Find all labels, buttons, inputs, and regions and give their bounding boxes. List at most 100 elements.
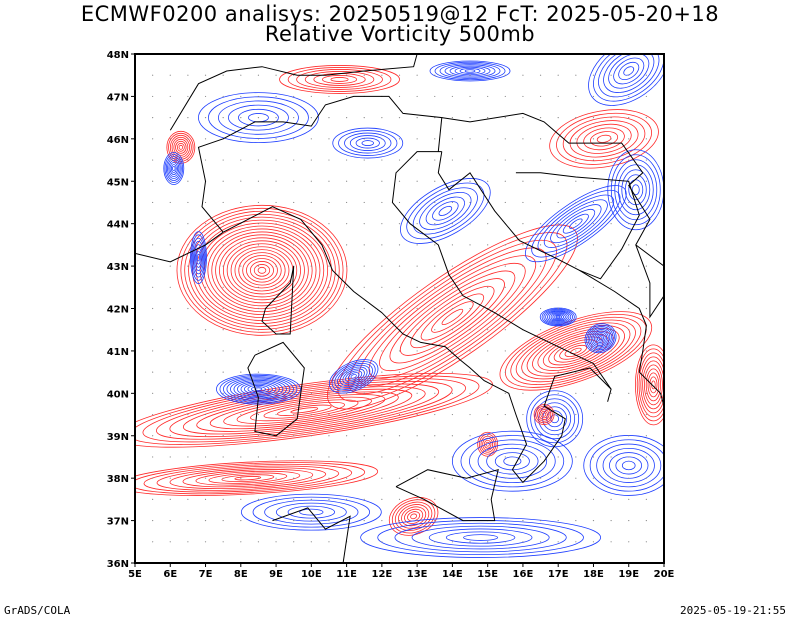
vorticity-contour bbox=[608, 54, 650, 89]
grid-dot bbox=[363, 541, 365, 543]
vorticity-contour bbox=[562, 116, 646, 162]
grid-dot bbox=[204, 286, 207, 288]
grid-dot bbox=[257, 74, 260, 76]
coastline bbox=[391, 151, 612, 390]
grid-dot bbox=[152, 307, 154, 310]
grid-dot bbox=[152, 498, 154, 500]
grid-dot bbox=[381, 392, 383, 394]
grid-dot bbox=[240, 180, 242, 182]
grid-dot bbox=[434, 477, 436, 479]
grid-dot bbox=[539, 456, 542, 458]
grid-dot bbox=[557, 180, 559, 182]
grid-dot bbox=[204, 498, 207, 500]
coastline-borders bbox=[135, 54, 664, 563]
grid-dot bbox=[240, 498, 242, 500]
grid-dot bbox=[240, 74, 242, 76]
vorticity-contour bbox=[230, 378, 287, 400]
grid-dot bbox=[363, 392, 365, 394]
vorticity-contour bbox=[377, 520, 584, 556]
vorticity-contour bbox=[191, 234, 206, 281]
grid-dot bbox=[645, 201, 647, 204]
grid-dot bbox=[169, 74, 171, 76]
grid-dot bbox=[346, 201, 348, 204]
grid-dot bbox=[575, 223, 577, 225]
vorticity-contour bbox=[296, 69, 383, 90]
grid-dot bbox=[592, 350, 595, 352]
lat-tick-label: 38N bbox=[107, 474, 129, 485]
grid-dot bbox=[275, 519, 277, 522]
grid-dot bbox=[487, 435, 489, 437]
grid-dot bbox=[275, 350, 277, 352]
grid-dot bbox=[451, 329, 453, 331]
grid-dot bbox=[487, 498, 489, 500]
grid-dot bbox=[592, 265, 595, 267]
grid-dot bbox=[628, 477, 630, 479]
grid-dot bbox=[504, 95, 506, 98]
grid-dot bbox=[645, 413, 647, 416]
grid-dot bbox=[187, 307, 189, 310]
grid-dot bbox=[522, 223, 524, 225]
vorticity-contour bbox=[584, 323, 617, 354]
grid-dot bbox=[575, 74, 577, 76]
grid-dot bbox=[187, 117, 189, 119]
vorticity-contour bbox=[399, 278, 505, 356]
vorticity-contour bbox=[595, 333, 606, 343]
grid-dot bbox=[257, 265, 260, 267]
vorticity-contour bbox=[593, 331, 608, 345]
grid-dot bbox=[169, 265, 171, 267]
vorticity-contour bbox=[169, 162, 178, 175]
grid-dot bbox=[575, 435, 577, 437]
vorticity-contour bbox=[598, 336, 603, 341]
grid-dot bbox=[645, 138, 647, 140]
vorticity-contour bbox=[211, 231, 313, 310]
vorticity-contour bbox=[587, 326, 614, 351]
grid-dot bbox=[469, 180, 471, 182]
vorticity-contour bbox=[332, 127, 404, 159]
vorticity-contour bbox=[193, 240, 204, 275]
vorticity-contour bbox=[510, 316, 642, 385]
grid-dot bbox=[204, 223, 207, 225]
vorticity-contour bbox=[209, 391, 399, 430]
grid-dot bbox=[328, 392, 330, 394]
grid-dot bbox=[557, 541, 559, 543]
grid-dot bbox=[204, 392, 207, 394]
grid-dot bbox=[257, 201, 260, 204]
grid-dot bbox=[592, 180, 595, 182]
grid-dot bbox=[363, 498, 365, 500]
grid-dot bbox=[610, 286, 612, 288]
grid-dot bbox=[416, 477, 418, 479]
grid-dot bbox=[204, 413, 207, 416]
grid-dot bbox=[592, 244, 595, 246]
grid-dot bbox=[557, 159, 559, 161]
grid-dot bbox=[575, 180, 577, 182]
grid-dot bbox=[575, 392, 577, 394]
grid-dot bbox=[275, 138, 277, 140]
grid-dot bbox=[398, 117, 401, 119]
grid-dot bbox=[610, 456, 612, 458]
grid-dot bbox=[275, 541, 277, 543]
grid-dot bbox=[539, 159, 542, 161]
vorticity-contour bbox=[358, 247, 547, 387]
vorticity-contour bbox=[360, 517, 602, 558]
grid-dot bbox=[504, 329, 506, 331]
grid-dot bbox=[451, 456, 453, 458]
grid-dot bbox=[522, 201, 524, 204]
grid-dot bbox=[645, 519, 647, 522]
grid-dot bbox=[381, 371, 383, 373]
vorticity-contour bbox=[532, 328, 620, 374]
vorticity-contour bbox=[337, 364, 371, 388]
grid-dot bbox=[628, 329, 630, 331]
grid-dot bbox=[381, 117, 383, 119]
grid-dot bbox=[310, 138, 312, 140]
vorticity-contour bbox=[342, 368, 365, 385]
vorticity-contour bbox=[389, 270, 516, 364]
grid-dot bbox=[628, 350, 630, 352]
grid-dot bbox=[487, 95, 489, 98]
grid-dot bbox=[346, 498, 348, 500]
vorticity-contour bbox=[236, 396, 372, 424]
vorticity-contour bbox=[515, 319, 636, 383]
lat-tick-label: 37N bbox=[107, 517, 129, 528]
vorticity-contour bbox=[328, 359, 379, 394]
grid-dot bbox=[522, 350, 524, 352]
grid-dot bbox=[187, 456, 189, 458]
